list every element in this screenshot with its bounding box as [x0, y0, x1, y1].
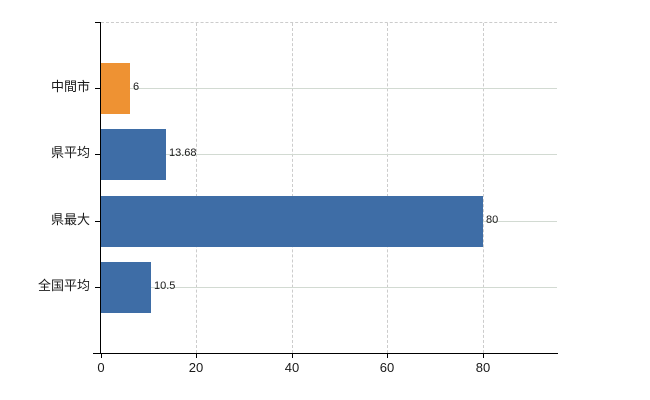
y-axis-line: [100, 22, 101, 353]
category-label: 県最大: [50, 212, 90, 227]
category-label: 県平均: [50, 145, 90, 160]
x-tick-label: 20: [188, 360, 204, 375]
category-label: 全国平均: [37, 278, 90, 293]
y-axis-tick: [95, 154, 100, 155]
y-axis-tick: [95, 88, 100, 89]
x-axis-tick: [292, 353, 293, 358]
y-gridline: [101, 88, 557, 89]
x-axis-tick: [483, 353, 484, 358]
x-axis-line: [93, 353, 558, 354]
category-label: 中間市: [50, 79, 90, 94]
bar-value-label: 6: [133, 81, 140, 93]
bar-value-label: 10.5: [154, 280, 176, 292]
x-gridline: [292, 23, 293, 353]
x-tick-label: 80: [475, 360, 491, 375]
bar-value-label: 80: [486, 214, 499, 226]
y-axis-tick: [95, 221, 100, 222]
x-axis-tick: [196, 353, 197, 358]
y-gridline: [101, 287, 557, 288]
y-axis-tick: [95, 287, 100, 288]
plot-top-border: [101, 22, 557, 23]
x-gridline: [387, 23, 388, 353]
y-axis-top-tick: [95, 22, 100, 23]
x-axis-tick: [387, 353, 388, 358]
x-tick-label: 60: [379, 360, 395, 375]
y-gridline: [101, 154, 557, 155]
x-axis-tick: [101, 353, 102, 358]
x-tick-label: 0: [97, 360, 105, 375]
bar: [101, 196, 483, 247]
bar-value-label: 13.68: [169, 147, 197, 159]
x-gridline: [483, 23, 484, 353]
bar: [101, 262, 151, 313]
bar: [101, 129, 166, 180]
x-tick-label: 40: [284, 360, 300, 375]
bar: [101, 63, 130, 114]
x-gridline: [196, 23, 197, 353]
